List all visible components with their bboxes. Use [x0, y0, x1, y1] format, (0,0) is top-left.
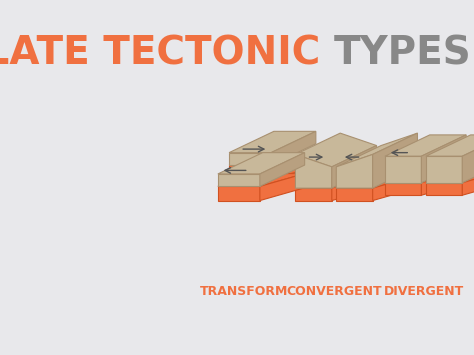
- Polygon shape: [332, 146, 376, 188]
- Polygon shape: [462, 135, 474, 183]
- Text: DIVERGENT: DIVERGENT: [383, 285, 464, 297]
- Polygon shape: [332, 175, 376, 201]
- Polygon shape: [229, 152, 316, 165]
- Polygon shape: [426, 170, 474, 183]
- Polygon shape: [229, 131, 316, 153]
- Polygon shape: [336, 188, 373, 201]
- Polygon shape: [218, 174, 260, 186]
- Polygon shape: [295, 133, 376, 167]
- Polygon shape: [260, 174, 305, 201]
- Polygon shape: [260, 153, 305, 186]
- Polygon shape: [373, 133, 418, 188]
- Polygon shape: [336, 133, 418, 167]
- Polygon shape: [385, 156, 421, 183]
- Polygon shape: [229, 153, 271, 165]
- Polygon shape: [336, 175, 418, 188]
- Polygon shape: [295, 188, 332, 201]
- Text: TRANSFORM: TRANSFORM: [201, 285, 289, 297]
- Polygon shape: [218, 174, 305, 186]
- Polygon shape: [421, 135, 466, 183]
- Polygon shape: [385, 170, 466, 183]
- Polygon shape: [218, 186, 260, 201]
- Polygon shape: [421, 170, 466, 195]
- Polygon shape: [229, 165, 271, 179]
- Polygon shape: [426, 183, 462, 195]
- Polygon shape: [295, 154, 332, 188]
- Polygon shape: [385, 183, 421, 195]
- Polygon shape: [426, 156, 462, 183]
- Polygon shape: [336, 154, 373, 188]
- Text: CONVERGENT: CONVERGENT: [286, 285, 382, 297]
- Polygon shape: [462, 170, 474, 195]
- Polygon shape: [271, 131, 316, 165]
- Polygon shape: [295, 175, 376, 188]
- Polygon shape: [218, 153, 305, 174]
- Polygon shape: [385, 135, 466, 156]
- Polygon shape: [426, 135, 474, 156]
- Text: PLATE TECTONIC: PLATE TECTONIC: [0, 34, 334, 72]
- Polygon shape: [271, 152, 316, 179]
- Text: TYPES: TYPES: [334, 34, 472, 72]
- Polygon shape: [373, 175, 418, 201]
